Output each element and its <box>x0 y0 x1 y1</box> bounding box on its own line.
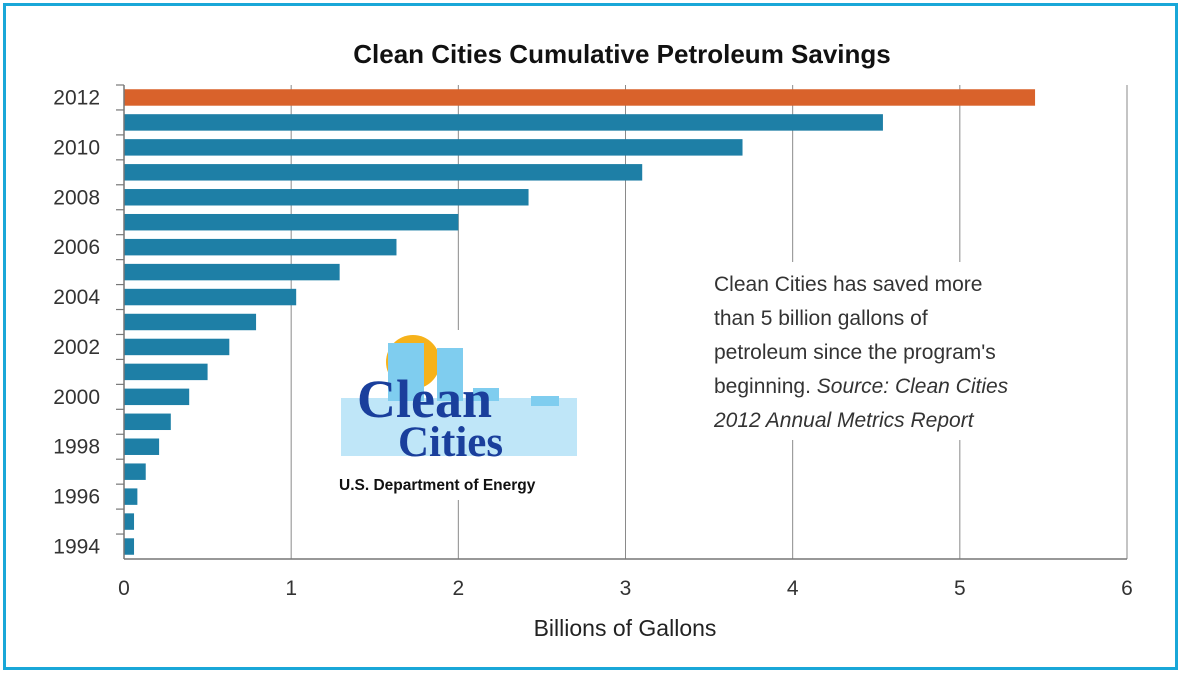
bar-1994 <box>124 538 135 555</box>
bar-2007 <box>124 213 459 231</box>
y-tick-label-2006: 2006 <box>53 236 100 259</box>
annotation-source: Source: Clean Cities <box>817 375 1009 398</box>
bar-1996 <box>124 488 138 505</box>
annotation-source-line-2: 2012 Annual Metrics Report <box>713 409 975 432</box>
bar-2011 <box>124 114 883 131</box>
bar-2010 <box>124 139 743 156</box>
annotation-line-4-text: beginning. <box>714 375 817 398</box>
bar-2004 <box>124 288 297 306</box>
y-tick-label-1996: 1996 <box>53 486 100 509</box>
y-tick-label-2004: 2004 <box>53 286 100 309</box>
bar-2002 <box>124 338 230 356</box>
y-tick-label-2012: 2012 <box>53 86 100 109</box>
bar-2000 <box>124 388 190 406</box>
y-tick-label-1994: 1994 <box>53 536 100 559</box>
x-tick-label-6: 6 <box>1121 577 1133 600</box>
bar-2012 <box>124 89 1036 106</box>
y-axis-tick-labels: 1994 1996 1998 2000 2002 2004 2006 2008 2010 2012 <box>53 86 100 558</box>
y-tick-label-2008: 2008 <box>53 186 100 209</box>
bar-2008 <box>124 189 529 206</box>
annotation-line-1: Clean Cities has saved more <box>714 273 982 296</box>
logo-agency: U.S. Department of Energy <box>339 477 536 494</box>
annotation-line-2: than 5 billion gallons of <box>714 307 928 330</box>
bars <box>124 89 1036 555</box>
x-tick-label-5: 5 <box>954 577 966 600</box>
bar-2005 <box>124 263 340 281</box>
annotation: Clean Cities has saved more than 5 billi… <box>713 273 1009 432</box>
y-tick-label-2002: 2002 <box>53 336 100 359</box>
logo-word-cities: Cities <box>398 419 503 466</box>
y-tick-label-2000: 2000 <box>53 386 100 409</box>
bar-1998 <box>124 438 160 455</box>
annotation-line-3: petroleum since the program's <box>714 341 996 364</box>
annotation-line-4: beginning. Source: Clean Cities <box>714 375 1009 398</box>
bar-2009 <box>124 164 643 181</box>
x-tick-label-0: 0 <box>118 577 130 600</box>
x-tick-label-3: 3 <box>620 577 632 600</box>
y-tick-label-2010: 2010 <box>53 136 100 159</box>
bar-1999 <box>124 413 171 431</box>
chart-title: Clean Cities Cumulative Petroleum Saving… <box>353 39 891 69</box>
x-axis-tick-labels: 0 1 2 3 4 5 6 <box>118 577 1133 600</box>
x-tick-label-1: 1 <box>285 577 297 600</box>
logo-skyline-icon <box>341 343 577 456</box>
x-tick-label-2: 2 <box>452 577 464 600</box>
bar-2001 <box>124 363 208 381</box>
annotation-background <box>700 262 1080 440</box>
bar-1995 <box>124 513 135 530</box>
x-tick-label-4: 4 <box>787 577 799 600</box>
y-axis-ticks <box>116 84 124 535</box>
bar-1997 <box>124 463 146 480</box>
clean-cities-logo: Clean Cities U.S. Department of Energy <box>328 330 596 500</box>
x-axis-title: Billions of Gallons <box>534 615 717 641</box>
logo-word-clean: Clean <box>357 369 492 429</box>
bar-2003 <box>124 313 257 331</box>
y-tick-label-1998: 1998 <box>53 436 100 459</box>
bar-2006 <box>124 238 397 256</box>
